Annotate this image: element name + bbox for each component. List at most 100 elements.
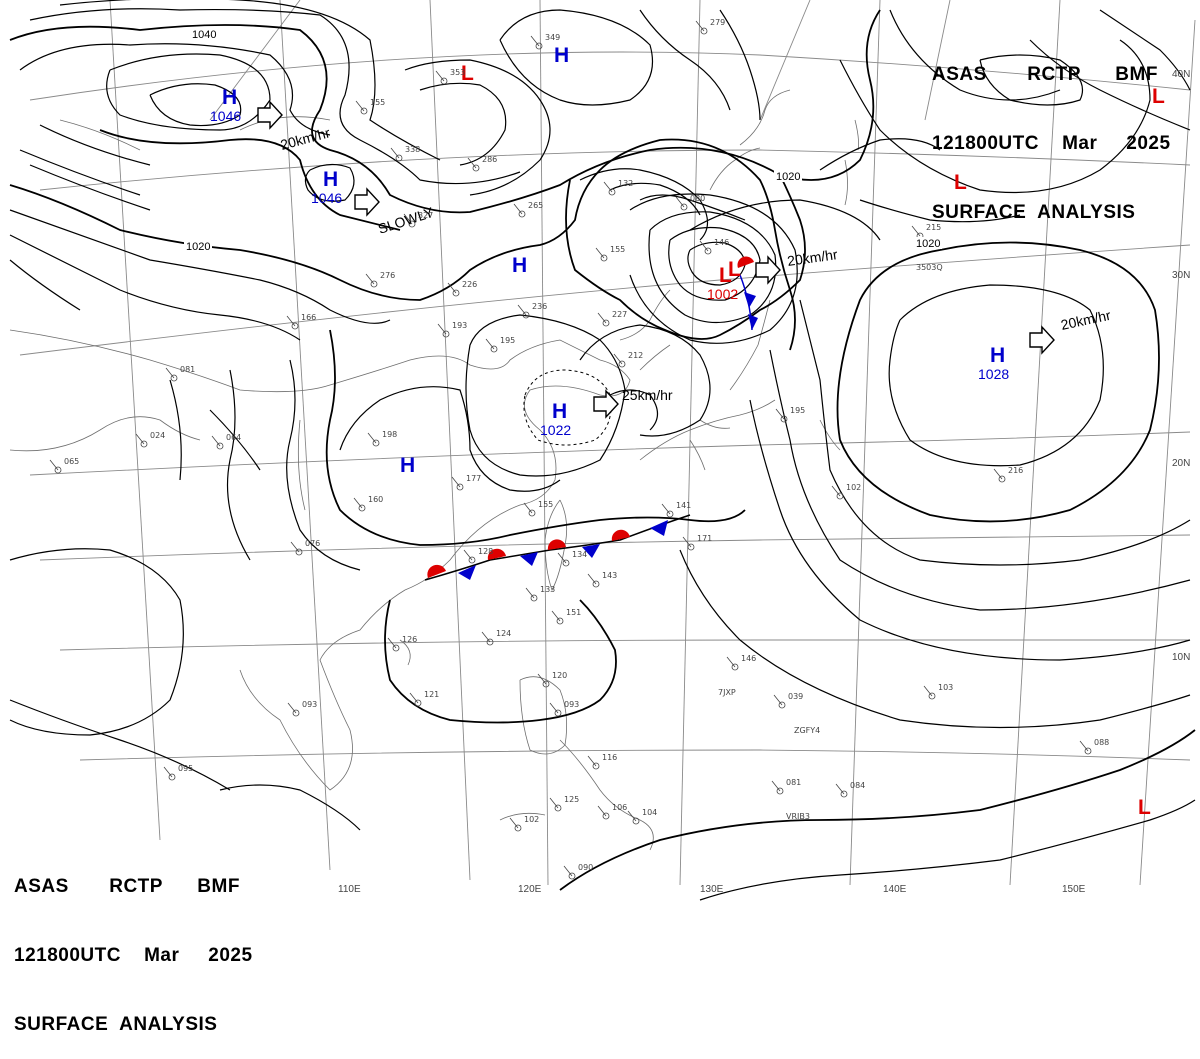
center-pressure-value: 1046 [210, 108, 241, 124]
station-circle [778, 701, 786, 709]
isobar-label: 1040 [192, 29, 216, 41]
station-value: 143 [602, 571, 617, 580]
station-circle [556, 617, 564, 625]
coastlines [9, 89, 859, 851]
low-pressure-center: L [461, 62, 474, 85]
station-circle [486, 638, 494, 646]
high-pressure-center: H [552, 400, 567, 423]
motion-arrow-icon [593, 389, 619, 419]
station-circle [731, 663, 739, 671]
station-circle [452, 289, 460, 297]
warm-front-marker [737, 256, 754, 268]
station-value: 215 [926, 223, 941, 232]
station-value: 146 [714, 238, 729, 247]
station-value: 039 [788, 692, 803, 701]
station-value: 126 [402, 635, 417, 644]
station-value: 349 [545, 33, 560, 42]
station-circle [608, 188, 616, 196]
high-pressure-center: H [554, 44, 569, 67]
station-circle [780, 415, 788, 423]
station-value: 353 [450, 68, 465, 77]
station-value: 276 [380, 271, 395, 280]
station-circle [522, 311, 530, 319]
station-value: 216 [1008, 466, 1023, 475]
station-value: 081 [786, 778, 801, 787]
center-pressure-value: 1028 [978, 366, 1009, 382]
latitude-label: 30N [1172, 270, 1190, 281]
station-value: 338 [405, 145, 420, 154]
low-pressure-center: L [728, 258, 741, 281]
station-value: 198 [382, 430, 397, 439]
lat-lon-labels: 40N 30N 20N 10N 110E 120E 130E 140E 150E [338, 69, 1190, 895]
station-circle [592, 580, 600, 588]
station-circle [440, 77, 448, 85]
station-value: 212 [628, 351, 643, 360]
station-value: 103 [938, 683, 953, 692]
title-line-3: SURFACE ANALYSIS [14, 1014, 218, 1035]
station-value-labels: 349 279 353 155 338 286 327 265 276 226 236 227 193 1… [64, 18, 1109, 872]
station-circle [456, 483, 464, 491]
station-circle [542, 680, 550, 688]
station-value: 121 [424, 690, 439, 699]
station-circle [562, 559, 570, 567]
station-circle [568, 872, 576, 880]
station-value: 104 [642, 808, 657, 817]
title-line-2: 121800UTC Mar 2025 [14, 945, 253, 966]
ship-id: 7JXP [718, 688, 736, 697]
station-circle [704, 247, 712, 255]
ship-id-labels: 7JXP ZGFY4 VRIB3 3503Q [718, 263, 943, 821]
station-value: 227 [612, 310, 627, 319]
longitude-label: 110E [338, 884, 361, 895]
low-pressure-center: L [1138, 796, 1151, 819]
station-value: 093 [564, 700, 579, 709]
station-circle [554, 709, 562, 717]
station-circle [216, 442, 224, 450]
motion-arrow-icon [354, 187, 380, 217]
station-value: 095 [178, 764, 193, 773]
motion-arrow-icon [1029, 325, 1055, 355]
station-circle [602, 812, 610, 820]
station-circle [392, 644, 400, 652]
station-circle [700, 27, 708, 35]
station-circle [840, 790, 848, 798]
longitude-label: 120E [518, 884, 542, 895]
station-value: 102 [524, 815, 539, 824]
station-circle [54, 466, 62, 474]
station-circle [528, 509, 536, 517]
title-line-2: 121800UTC Mar 2025 [932, 133, 1171, 154]
warm-front-marker [547, 539, 566, 550]
low-pressure-center: L [719, 264, 732, 287]
station-value: 134 [572, 550, 587, 559]
station-markers [49, 20, 1092, 880]
station-circle [360, 107, 368, 115]
motion-label: 25km/hr [622, 387, 673, 403]
station-value: 160 [368, 495, 383, 504]
station-value: 166 [301, 313, 316, 322]
ship-id: 3503Q [916, 263, 943, 272]
warm-front-marker [611, 529, 630, 541]
station-circle [295, 548, 303, 556]
cold-front-marker [744, 292, 756, 308]
title-line-1: ASAS RCTP BMF [14, 876, 240, 897]
station-circle [998, 475, 1006, 483]
cold-front-marker [458, 565, 476, 580]
high-pressure-center: H [222, 86, 237, 109]
isobars [9, 0, 1196, 901]
warm-front-marker [487, 548, 506, 560]
station-circle [680, 203, 688, 211]
station-value: 286 [482, 155, 497, 164]
chart-title-bottom: ASAS RCTP BMF 121800UTC Mar 2025 SURFACE… [14, 829, 253, 1059]
high-pressure-center: H [400, 454, 415, 477]
station-value: 090 [578, 863, 593, 872]
station-circle [395, 154, 403, 162]
station-circle [170, 374, 178, 382]
station-value: 081 [180, 365, 195, 374]
station-value: 195 [500, 336, 515, 345]
center-pressure-value: 1022 [540, 422, 571, 438]
low-pressure-center: L [1152, 85, 1165, 108]
station-circle [618, 360, 626, 368]
high-pressure-center: H [512, 254, 527, 277]
ship-id: VRIB3 [786, 812, 810, 821]
station-circle [514, 824, 522, 832]
station-value: 146 [741, 654, 756, 663]
